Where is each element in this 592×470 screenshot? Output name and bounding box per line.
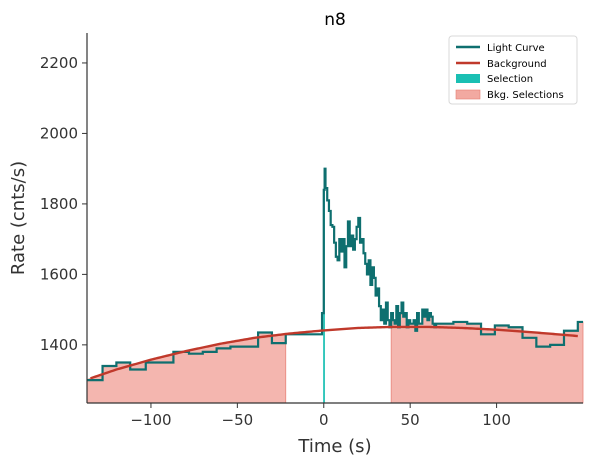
x-tick-label: 100	[482, 411, 511, 429]
y-tick-label: 1800	[40, 195, 78, 213]
y-tick-label: 1400	[40, 336, 78, 354]
x-tick-label: 0	[319, 411, 329, 429]
plot-area	[86, 167, 584, 404]
background-line	[90, 325, 578, 380]
legend-label-bkg-selections: Bkg. Selections	[487, 90, 564, 101]
y-tick-label: 2200	[40, 54, 78, 72]
legend-label-light-curve: Light Curve	[487, 43, 545, 54]
legend-swatch-bkg-selections	[455, 89, 481, 100]
x-tick-label: −50	[222, 411, 254, 429]
legend-frame	[448, 35, 578, 105]
y-axis-label: Rate (cnts/s)	[8, 161, 29, 275]
legend: Light Curve Background Selection Bkg. Se…	[448, 35, 578, 105]
bkg-selection-region-0	[86, 332, 287, 404]
x-tick-label: 50	[401, 411, 420, 429]
legend-label-selection: Selection	[487, 74, 533, 85]
y-tick-label: 1600	[40, 265, 78, 283]
y-tick-label: 2000	[40, 124, 78, 142]
x-axis-ticks: −100 −50 0 50 100	[130, 403, 511, 429]
x-axis-label: Time (s)	[297, 436, 371, 457]
bkg-selection-region-1	[390, 302, 584, 404]
legend-swatch-selection	[456, 74, 480, 83]
legend-label-background: Background	[487, 59, 547, 70]
y-axis-ticks: 1400 1600 1800 2000 2200	[40, 54, 87, 354]
x-tick-label: −100	[130, 411, 171, 429]
chart-title: n8	[324, 10, 346, 30]
light-curve-line	[87, 167, 583, 382]
